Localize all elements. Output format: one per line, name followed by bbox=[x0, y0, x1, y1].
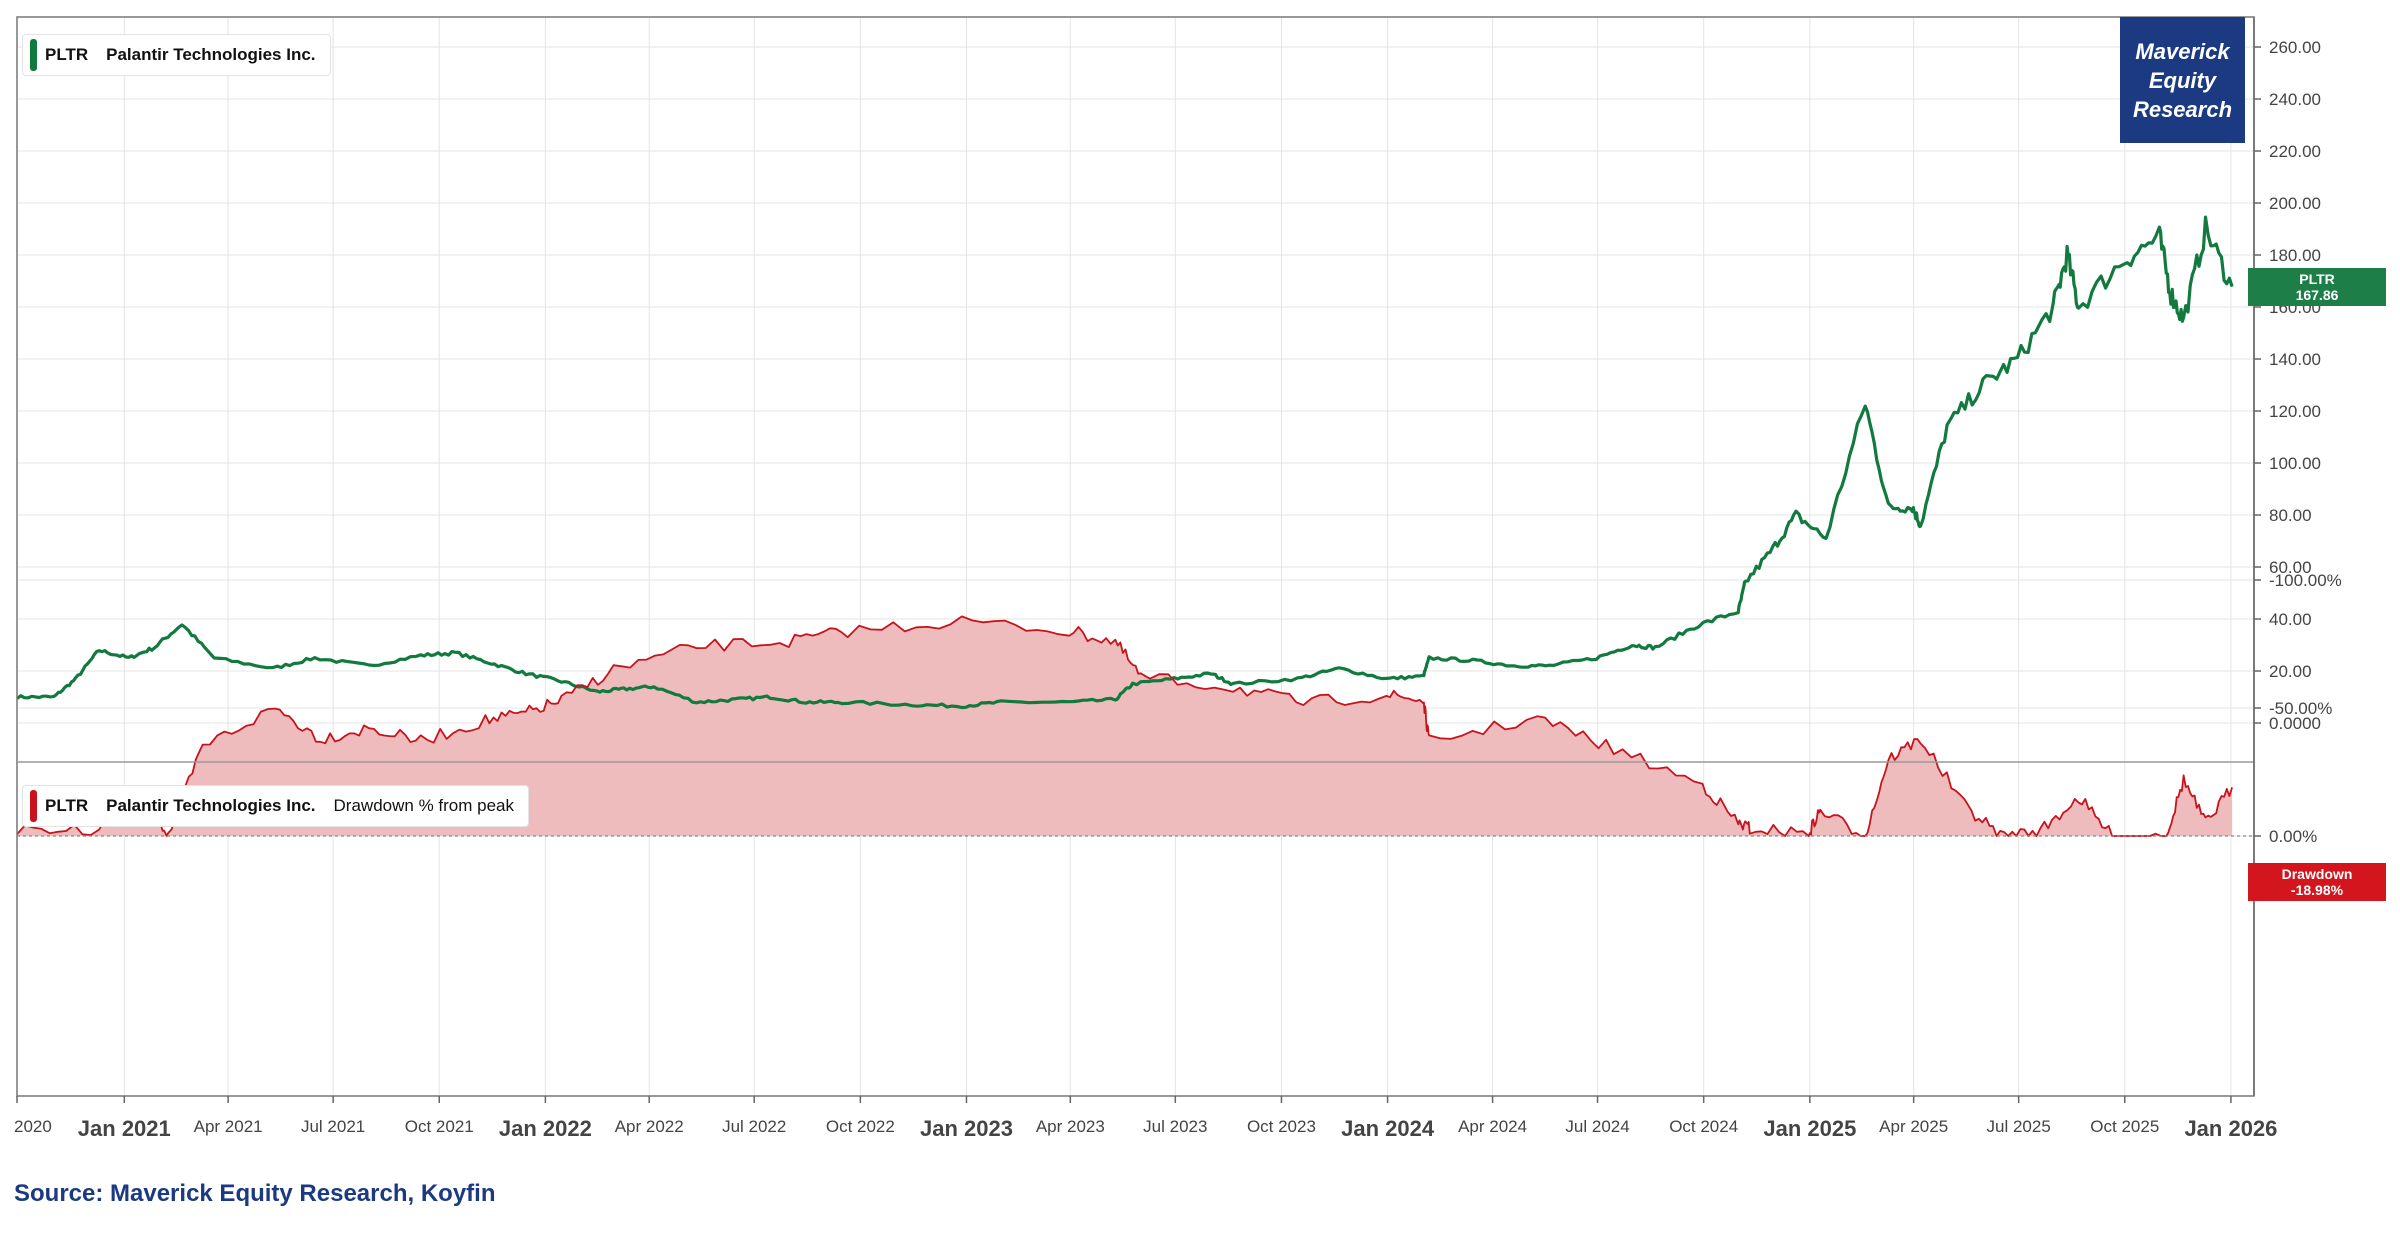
drawdown-area-layer bbox=[17, 616, 2233, 836]
drawdown-legend-ticker: PLTR bbox=[45, 796, 89, 815]
line-layer bbox=[16, 215, 2234, 837]
price-y-tick-label: 0.0000 bbox=[2269, 714, 2321, 733]
drawdown-legend-name: Palantir Technologies Inc. bbox=[106, 796, 316, 815]
x-tick-label: 2020 bbox=[14, 1117, 52, 1136]
x-major-tick-label: Jan 2021 bbox=[78, 1116, 171, 1141]
x-tick-label: Oct 2023 bbox=[1247, 1117, 1316, 1136]
price-y-tick-label: 40.00 bbox=[2269, 610, 2312, 629]
price-y-tick-label: 220.00 bbox=[2269, 142, 2321, 161]
drawdown-legend-swatch bbox=[30, 790, 37, 822]
x-major-tick-label: Jan 2026 bbox=[2184, 1116, 2277, 1141]
drawdown-last-value-tag: Drawdown -18.98% bbox=[2248, 863, 2386, 901]
drawdown-y-tick-label: 0.00% bbox=[2269, 827, 2317, 846]
x-tick-label: Oct 2024 bbox=[1669, 1117, 1738, 1136]
x-tick-label: Apr 2025 bbox=[1879, 1117, 1948, 1136]
drawdown-area-fill bbox=[17, 616, 2233, 836]
x-tick-label: Apr 2021 bbox=[194, 1117, 263, 1136]
price-tag-value: 167.86 bbox=[2295, 287, 2339, 303]
drawdown-y-tick-label: -100.00% bbox=[2269, 571, 2342, 590]
x-major-tick-label: Jan 2024 bbox=[1341, 1116, 1435, 1141]
grid-layer bbox=[16, 17, 2254, 1096]
price-y-tick-label: 120.00 bbox=[2269, 402, 2321, 421]
x-tick-label: Jul 2021 bbox=[301, 1117, 365, 1136]
price-y-tick-label: 20.00 bbox=[2269, 662, 2312, 681]
price-y-tick-label: 260.00 bbox=[2269, 38, 2321, 57]
x-major-tick-label: Jan 2023 bbox=[920, 1116, 1013, 1141]
axis-layer: 260.00240.00220.00200.00180.00160.00140.… bbox=[14, 16, 2342, 1141]
source-caption: Source: Maverick Equity Research, Koyfin bbox=[14, 1180, 496, 1207]
price-legend[interactable]: PLTR Palantir Technologies Inc. bbox=[22, 34, 331, 76]
price-tag-ticker: PLTR bbox=[2299, 271, 2335, 287]
price-series-line bbox=[16, 215, 2234, 710]
drawdown-legend-metric: Drawdown % from peak bbox=[333, 796, 514, 815]
price-y-tick-label: 60.00 bbox=[2269, 558, 2312, 577]
drawdown-series-line bbox=[16, 615, 2233, 837]
x-tick-label: Oct 2022 bbox=[826, 1117, 895, 1136]
price-last-value-tag: PLTR 167.86 bbox=[2248, 268, 2386, 306]
brand-badge-line2: Equity bbox=[2148, 67, 2217, 93]
price-y-tick-label: 140.00 bbox=[2269, 350, 2321, 369]
x-tick-label: Apr 2022 bbox=[615, 1117, 684, 1136]
x-tick-label: Apr 2024 bbox=[1458, 1117, 1527, 1136]
brand-badge-line1: Maverick bbox=[2135, 38, 2230, 64]
x-major-tick-label: Jan 2025 bbox=[1763, 1116, 1856, 1141]
price-legend-name: Palantir Technologies Inc. bbox=[106, 45, 316, 64]
price-y-tick-label: 100.00 bbox=[2269, 454, 2321, 473]
price-y-tick-label: 240.00 bbox=[2269, 90, 2321, 109]
price-y-tick-label: 200.00 bbox=[2269, 194, 2321, 213]
brand-badge-line3: Research bbox=[2132, 96, 2233, 122]
price-y-tick-label: 80.00 bbox=[2269, 506, 2312, 525]
drawdown-legend[interactable]: PLTR Palantir Technologies Inc. Drawdown… bbox=[22, 785, 529, 827]
x-tick-label: Jul 2025 bbox=[1987, 1117, 2051, 1136]
drawdown-tag-label: Drawdown bbox=[2281, 866, 2353, 882]
drawdown-tag-value: -18.98% bbox=[2290, 882, 2344, 898]
price-legend-ticker: PLTR bbox=[45, 45, 89, 64]
drawdown-y-tick-label: -50.00% bbox=[2269, 699, 2332, 718]
x-tick-label: Jul 2024 bbox=[1565, 1117, 1629, 1136]
price-y-tick-label: 180.00 bbox=[2269, 246, 2321, 265]
price-legend-swatch bbox=[30, 39, 37, 71]
x-major-tick-label: Jan 2022 bbox=[499, 1116, 592, 1141]
x-tick-label: Jul 2023 bbox=[1143, 1117, 1207, 1136]
x-tick-label: Apr 2023 bbox=[1036, 1117, 1105, 1136]
x-tick-label: Oct 2021 bbox=[405, 1117, 474, 1136]
plot-frame bbox=[16, 16, 2255, 1097]
brand-badge: Maverick Equity Research bbox=[2120, 17, 2245, 143]
x-tick-label: Oct 2025 bbox=[2090, 1117, 2159, 1136]
x-tick-label: Jul 2022 bbox=[722, 1117, 786, 1136]
